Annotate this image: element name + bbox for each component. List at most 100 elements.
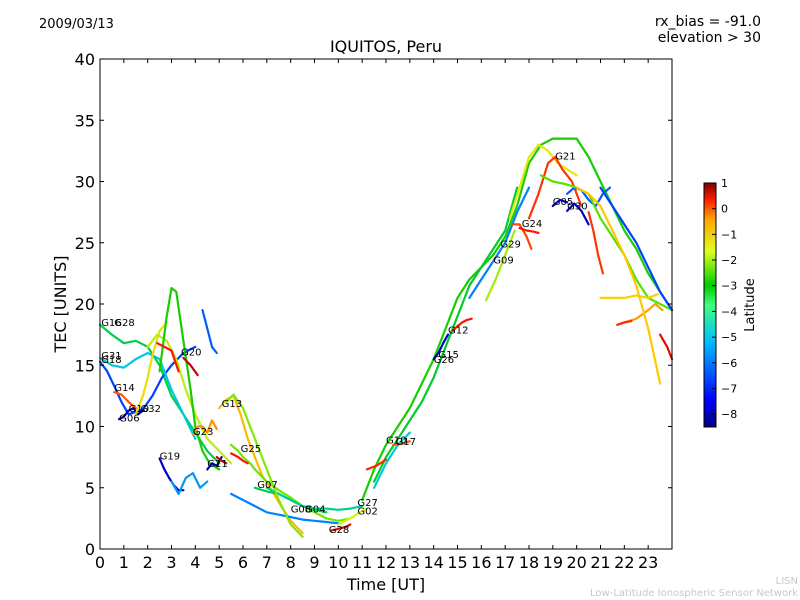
series-line-G05b bbox=[539, 174, 674, 312]
x-tick-label: 13 bbox=[400, 553, 420, 572]
x-tick-label: 15 bbox=[447, 553, 467, 572]
series-line-G18 bbox=[98, 345, 197, 416]
series-line-G04 bbox=[265, 486, 364, 511]
series-line-G10 bbox=[373, 431, 411, 489]
satellite-label: G28 bbox=[114, 318, 134, 329]
satellite-label: G10 bbox=[129, 404, 149, 415]
satellite-label: G30 bbox=[567, 202, 587, 213]
rx-bias-label: rx_bias = -91.0 bbox=[654, 14, 761, 30]
colorbar-tick-label: −7 bbox=[721, 382, 737, 395]
colorbar-tick-label: −4 bbox=[721, 305, 737, 318]
series-line-G27 bbox=[361, 137, 674, 502]
series-line-G02 bbox=[337, 507, 368, 526]
series-line-G28 bbox=[330, 523, 352, 532]
satellite-label: G20 bbox=[181, 347, 201, 358]
x-tick-label: 10 bbox=[328, 553, 348, 572]
satellite-label: G16 bbox=[101, 318, 121, 329]
satellite-label: G19 bbox=[160, 452, 180, 463]
x-tick-label: 5 bbox=[214, 553, 224, 572]
series-line-G30b bbox=[565, 202, 590, 226]
satellite-label: G14 bbox=[114, 383, 134, 394]
satellite-label: G12 bbox=[448, 325, 468, 336]
series-line-G05c bbox=[575, 186, 662, 385]
series-line-G25 bbox=[230, 443, 352, 522]
footer-lisn: LISN bbox=[775, 576, 798, 587]
satellite-label: G32 bbox=[141, 404, 161, 415]
y-tick-label: 30 bbox=[75, 173, 95, 192]
series-line-G24 bbox=[518, 227, 540, 234]
series-line-G25b bbox=[225, 393, 304, 538]
x-tick-label: 17 bbox=[495, 553, 515, 572]
satellite-label: G06 bbox=[119, 414, 139, 425]
series-line-G21c bbox=[587, 211, 605, 275]
series-line-G11b bbox=[215, 456, 228, 465]
series-line-G30e bbox=[616, 320, 633, 326]
satellite-label: G15 bbox=[438, 350, 458, 361]
x-tick-label: 0 bbox=[95, 553, 105, 572]
satellite-label: G18 bbox=[101, 355, 121, 366]
satellite-label: G28 bbox=[329, 525, 349, 536]
satellite-label: G31 bbox=[101, 351, 121, 362]
colorbar: 1 0 −1 −2 −3 −4 −5 −6 −7 −8 Latitude bbox=[703, 177, 758, 428]
colorbar-tick-label: −6 bbox=[721, 357, 737, 370]
x-tick-label: 16 bbox=[471, 553, 491, 572]
x-tick-label: 6 bbox=[238, 553, 248, 572]
series-line-G14 bbox=[113, 391, 137, 410]
satellite-label: G23 bbox=[193, 427, 213, 438]
x-axis-label: Time [UT] bbox=[346, 575, 425, 594]
x-tick-label: 19 bbox=[543, 553, 563, 572]
series-line-G15 bbox=[432, 333, 450, 361]
series-line-G06 bbox=[117, 407, 144, 421]
x-tick-label: 2 bbox=[143, 553, 153, 572]
series-line-G30f bbox=[658, 333, 674, 361]
x-tick-label: 1 bbox=[119, 553, 129, 572]
series-line-G30c bbox=[599, 293, 659, 299]
series-line-G26 bbox=[146, 333, 233, 465]
axes: 0 1 2 3 4 5 6 7 8 9 10 11 12 13 14 15 16 17 18 19 20 21 22 2305… bbox=[75, 50, 672, 572]
series-line-G20c bbox=[182, 356, 199, 377]
satellite-label: G27 bbox=[357, 498, 377, 509]
colorbar-tick-label: −2 bbox=[721, 254, 737, 267]
satellite-label: G02 bbox=[357, 507, 377, 518]
colorbar-label: Latitude bbox=[743, 278, 758, 332]
date-label: 2009/03/13 bbox=[39, 17, 114, 32]
x-tick-label: 3 bbox=[166, 553, 176, 572]
colorbar-tick-label: −1 bbox=[721, 228, 737, 241]
satellite-label: G25 bbox=[241, 444, 261, 455]
series-line-G20b bbox=[156, 342, 180, 373]
y-tick-label: 25 bbox=[75, 234, 95, 253]
x-tick-label: 23 bbox=[638, 553, 658, 572]
x-tick-label: 22 bbox=[614, 553, 634, 572]
y-axis-label: TEC [UNITS] bbox=[51, 256, 70, 354]
plot-frame bbox=[99, 58, 673, 550]
satellite-labels: G16G28G31G18G14G06G10G32G20G13G23G25G19G… bbox=[101, 151, 587, 536]
series-line-G30d bbox=[623, 302, 664, 324]
series-line-G25c bbox=[230, 452, 249, 465]
y-tick-label: 0 bbox=[85, 540, 95, 559]
series-line-G29a bbox=[201, 309, 218, 355]
satellite-label: G11 bbox=[207, 459, 227, 470]
series-line-G29 bbox=[485, 229, 516, 302]
y-tick-label: 35 bbox=[75, 111, 95, 130]
x-tick-label: 21 bbox=[590, 553, 610, 572]
colorbar-ticks: 1 0 −1 −2 −3 −4 −5 −6 −7 −8 bbox=[712, 177, 737, 421]
satellite-label: G04 bbox=[305, 504, 325, 515]
series-line-G32 bbox=[134, 321, 168, 416]
satellite-label: G05 bbox=[553, 197, 573, 208]
series-line-G19b bbox=[170, 472, 209, 495]
y-tick-label: 15 bbox=[75, 356, 95, 375]
x-tick-label: 12 bbox=[376, 553, 396, 572]
satellite-label: G26 bbox=[434, 355, 454, 366]
series-line-G08 bbox=[230, 492, 340, 525]
series-line-G05d bbox=[599, 186, 674, 312]
y-tick-label: 10 bbox=[75, 418, 95, 437]
satellite-label: G10 bbox=[386, 436, 406, 447]
series-line-G23 bbox=[191, 419, 218, 437]
satellite-label: G09 bbox=[493, 256, 513, 267]
colorbar-tick-label: 0 bbox=[721, 203, 728, 216]
chart-title: IQUITOS, Peru bbox=[329, 37, 443, 56]
colorbar-tick-label: −8 bbox=[721, 408, 737, 421]
x-tick-label: 11 bbox=[352, 553, 372, 572]
series-line-G21 bbox=[508, 143, 578, 220]
